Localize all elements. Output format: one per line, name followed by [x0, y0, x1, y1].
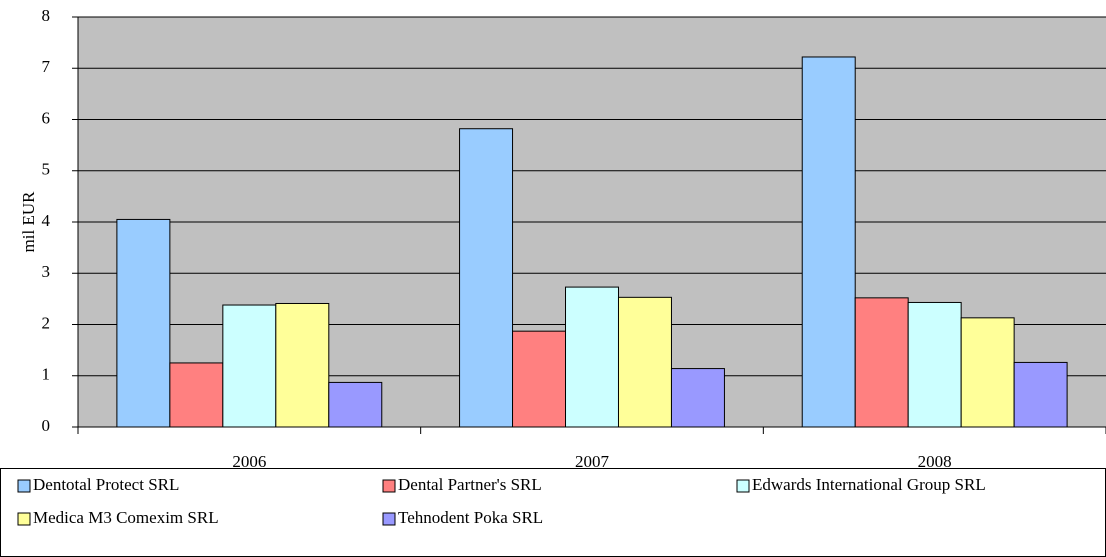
legend-swatch	[736, 479, 750, 493]
bar	[960, 317, 1015, 428]
y-tick-label: 7	[42, 57, 51, 76]
bar	[907, 301, 962, 428]
y-tick-label: 0	[42, 416, 51, 435]
x-tick-label: 2006	[232, 452, 266, 471]
bar	[512, 330, 567, 428]
x-tick-label: 2008	[918, 452, 952, 471]
bar	[275, 302, 330, 428]
legend-label: Tehnodent Poka SRL	[398, 508, 543, 527]
bar	[670, 368, 725, 428]
y-tick-label: 5	[42, 160, 51, 179]
bar	[328, 381, 383, 428]
bar	[169, 362, 224, 428]
bar	[617, 296, 672, 428]
legend-swatch	[17, 512, 31, 526]
bar	[565, 286, 619, 428]
y-axis-label: mil EUR	[19, 191, 38, 253]
bar	[801, 56, 856, 428]
y-tick-label: 6	[42, 108, 51, 127]
y-tick-label: 8	[42, 6, 51, 25]
y-tick-label: 2	[42, 313, 51, 332]
bar	[1013, 361, 1068, 428]
legend-label: Dentotal Protect SRL	[33, 475, 179, 494]
legend	[0, 468, 1106, 557]
legend-swatch	[17, 479, 31, 493]
bar	[222, 304, 277, 428]
legend-swatch	[382, 512, 396, 526]
y-tick-label: 3	[42, 262, 51, 281]
bar	[116, 218, 171, 428]
legend-label: Dental Partner's SRL	[398, 475, 542, 494]
legend-label: Medica M3 Comexim SRL	[33, 508, 219, 527]
y-tick-label: 4	[42, 211, 51, 230]
legend-swatch	[382, 479, 396, 493]
x-tick-label: 2007	[575, 452, 610, 471]
legend-label: Edwards International Group SRL	[752, 475, 986, 494]
bar	[459, 128, 514, 428]
bar	[854, 297, 909, 428]
y-tick-label: 1	[42, 365, 51, 384]
